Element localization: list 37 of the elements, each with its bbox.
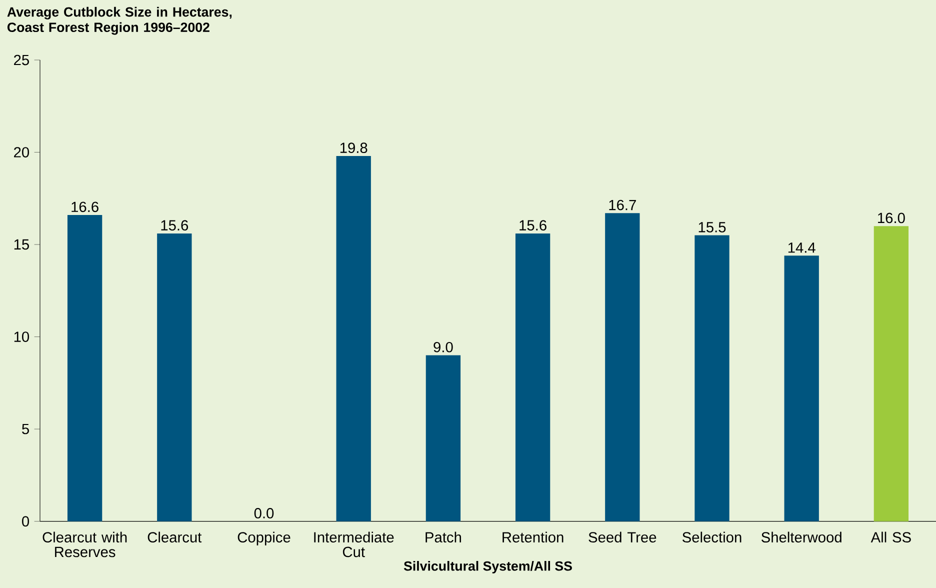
data-label: 15.6 — [161, 220, 188, 231]
bar — [605, 213, 640, 522]
x-tick-label: Intermediate Cut — [314, 532, 394, 558]
x-tick-label: Seed Tree — [588, 532, 656, 542]
data-label: 14.4 — [788, 242, 816, 253]
data-label: 16.0 — [878, 212, 905, 224]
data-label: 9.0 — [434, 342, 453, 352]
data-label: 15.5 — [698, 222, 726, 232]
bar — [67, 215, 102, 522]
data-label: 16.7 — [609, 200, 636, 210]
x-tick-label: Coppice — [238, 532, 290, 546]
x-tick-label: Selection — [682, 532, 742, 542]
data-label: 19.8 — [340, 142, 368, 154]
bar — [874, 226, 909, 522]
y-tick-label: 5 — [22, 424, 29, 434]
data-label: 16.6 — [72, 202, 98, 212]
data-label: 15.6 — [520, 220, 546, 231]
y-tick-label: 10 — [14, 332, 30, 342]
bar — [157, 233, 192, 522]
bar — [694, 235, 730, 522]
bar — [426, 355, 461, 522]
bar — [336, 156, 371, 522]
chart-title: Average Cutblock Size in Hectares, Coast Forest Region 1996–2002 — [7, 6, 232, 35]
y-tick-label: 20 — [14, 147, 30, 158]
x-tick-label: Patch — [426, 532, 461, 542]
y-tick-label: 0 — [22, 516, 30, 527]
y-tick-label: 15 — [14, 239, 29, 250]
x-tick-label: Shelterwood — [762, 532, 842, 542]
data-label: 0.0 — [254, 508, 274, 518]
x-tick-label: All SS — [870, 532, 911, 542]
bar — [784, 256, 819, 522]
x-axis-title: Silvicultural System/All SS — [404, 560, 572, 574]
y-tick-label: 25 — [14, 54, 29, 66]
x-tick-label: Clearcut — [148, 532, 202, 542]
x-tick-label: Retention — [502, 532, 564, 542]
bar — [515, 233, 550, 522]
x-tick-label: Clearcut with Reserves — [42, 532, 127, 558]
